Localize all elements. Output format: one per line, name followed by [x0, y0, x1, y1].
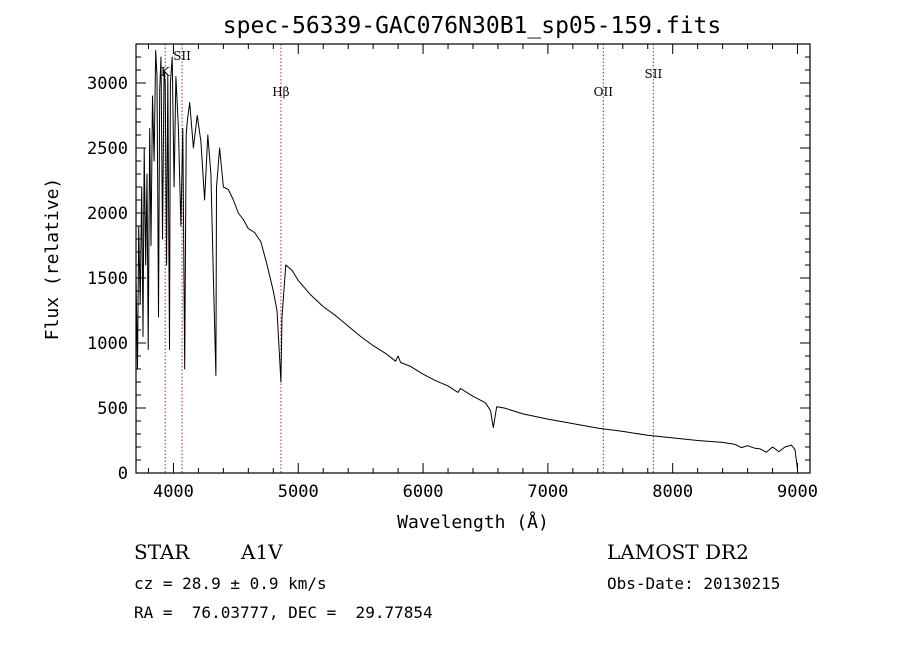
spectral-line-label: K: [161, 65, 171, 79]
x-tick-label: 7000: [527, 482, 568, 502]
x-tick-label: 6000: [403, 482, 444, 502]
x-axis-label: Wavelength (Å): [397, 511, 549, 533]
spectral-subclass: A1V: [241, 540, 283, 564]
redshift-cz: cz = 28.9 ± 0.9 km/s: [134, 574, 327, 593]
y-tick-label: 1500: [87, 269, 128, 289]
survey-label: LAMOST DR2: [607, 540, 749, 564]
y-tick-label: 500: [97, 399, 128, 419]
x-tick-label: 8000: [652, 482, 693, 502]
y-tick-label: 2500: [87, 139, 128, 159]
y-tick-label: 3000: [87, 74, 128, 94]
x-tick-label: 5000: [278, 482, 319, 502]
x-tick-label: 9000: [777, 482, 818, 502]
spectral-line-label: SII: [173, 49, 191, 63]
spectral-line-label: OII: [594, 85, 614, 99]
y-tick-label: 0: [118, 464, 128, 484]
y-tick-label: 2000: [87, 204, 128, 224]
spectral-line-label: Hβ: [272, 85, 289, 99]
spectrum-line: [135, 50, 798, 470]
ra-dec-coordinates: RA = 76.03777, DEC = 29.77854: [134, 603, 433, 622]
plot-frame: [135, 43, 811, 474]
y-axis-label: Flux (relative): [42, 178, 63, 341]
chart-title: spec-56339-GAC076N30B1_sp05-159.fits: [223, 13, 722, 39]
object-class: STAR: [134, 540, 190, 564]
y-tick-label: 1000: [87, 334, 128, 354]
spectral-line-label: SII: [645, 67, 663, 81]
x-tick-label: 4000: [153, 482, 194, 502]
observation-date: Obs-Date: 20130215: [607, 574, 781, 593]
